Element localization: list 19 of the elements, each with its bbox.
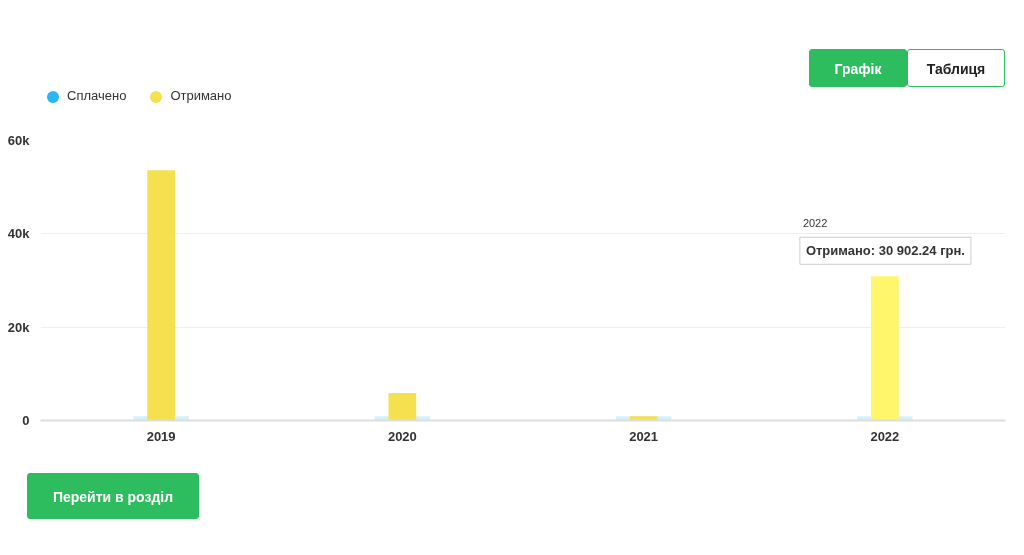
bar bbox=[147, 170, 175, 421]
y-tick-label: 60k bbox=[7, 133, 31, 148]
button: Графік bbox=[809, 49, 907, 87]
button: Таблиця bbox=[907, 49, 1005, 87]
x-tick-label: 2021 bbox=[629, 428, 659, 444]
legend-label: Сплачено bbox=[67, 88, 127, 104]
annotation: 2022 bbox=[802, 217, 828, 230]
button: Перейти в розділ bbox=[27, 473, 199, 519]
bar bbox=[871, 276, 899, 421]
bar bbox=[388, 392, 417, 421]
x-tick-label: 2020 bbox=[387, 428, 417, 444]
y-tick-label: 20k bbox=[7, 319, 31, 335]
y-tick-label: 0 bbox=[22, 413, 30, 428]
legend-label: Отримано bbox=[170, 88, 232, 104]
y-tick-label: 40k bbox=[7, 226, 31, 242]
bar bbox=[629, 416, 658, 421]
x-tick-label: 2022 bbox=[870, 428, 900, 444]
x-tick-label: 2019 bbox=[146, 428, 176, 444]
annotation: Отримано: 30 902.24 грн. bbox=[805, 243, 965, 259]
